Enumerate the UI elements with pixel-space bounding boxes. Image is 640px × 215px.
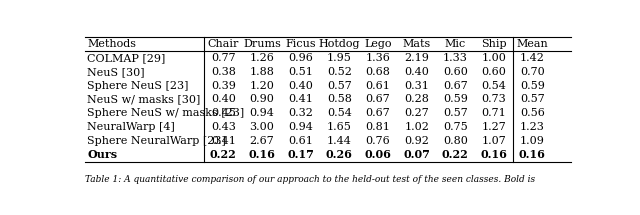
Text: 0.57: 0.57 [520,94,545,104]
Text: 2.19: 2.19 [404,53,429,63]
Text: 0.81: 0.81 [365,122,390,132]
Text: 0.96: 0.96 [288,53,313,63]
Text: 0.06: 0.06 [365,149,392,160]
Text: Sphere NeuS [23]: Sphere NeuS [23] [88,81,189,91]
Text: 0.32: 0.32 [288,108,313,118]
Text: 0.94: 0.94 [288,122,313,132]
Text: 0.67: 0.67 [365,94,390,104]
Text: 1.02: 1.02 [404,122,429,132]
Text: 1.27: 1.27 [481,122,506,132]
Text: Ficus: Ficus [285,39,316,49]
Text: 0.60: 0.60 [481,67,506,77]
Text: 0.22: 0.22 [210,149,237,160]
Text: 0.43: 0.43 [211,122,236,132]
Text: 1.36: 1.36 [365,53,390,63]
Text: 0.56: 0.56 [520,108,545,118]
Text: 1.26: 1.26 [250,53,275,63]
Text: 0.92: 0.92 [404,136,429,146]
Text: 1.42: 1.42 [520,53,545,63]
Text: 0.26: 0.26 [326,149,353,160]
Text: 0.39: 0.39 [211,81,236,91]
Text: 0.16: 0.16 [481,149,508,160]
Text: Drums: Drums [243,39,281,49]
Text: 0.77: 0.77 [211,53,236,63]
Text: 0.71: 0.71 [481,108,506,118]
Text: 0.90: 0.90 [250,94,275,104]
Text: 1.33: 1.33 [443,53,468,63]
Text: 0.51: 0.51 [288,67,313,77]
Text: Mats: Mats [403,39,431,49]
Text: 1.00: 1.00 [481,53,506,63]
Text: Sphere NeuS w/ masks [23]: Sphere NeuS w/ masks [23] [88,108,244,118]
Text: 0.59: 0.59 [520,81,545,91]
Text: 0.07: 0.07 [403,149,430,160]
Text: 0.40: 0.40 [288,81,313,91]
Text: Table 1: A quantitative comparison of our approach to the held-out test of the s: Table 1: A quantitative comparison of ou… [85,175,535,184]
Text: 0.70: 0.70 [520,67,545,77]
Text: 1.23: 1.23 [520,122,545,132]
Text: Ship: Ship [481,39,507,49]
Text: 0.76: 0.76 [365,136,390,146]
Text: 0.40: 0.40 [404,67,429,77]
Text: 0.27: 0.27 [404,108,429,118]
Text: 1.88: 1.88 [250,67,275,77]
Text: NeuralWarp [4]: NeuralWarp [4] [88,122,175,132]
Text: 0.61: 0.61 [288,136,313,146]
Text: 0.73: 0.73 [481,94,506,104]
Text: 0.22: 0.22 [442,149,468,160]
Text: 0.38: 0.38 [211,67,236,77]
Text: 0.94: 0.94 [250,108,275,118]
Text: NeuS w/ masks [30]: NeuS w/ masks [30] [88,94,201,104]
Text: 1.65: 1.65 [327,122,352,132]
Text: 0.68: 0.68 [365,67,390,77]
Text: COLMAP [29]: COLMAP [29] [88,53,166,63]
Text: Hotdog: Hotdog [319,39,360,49]
Text: 0.17: 0.17 [287,149,314,160]
Text: Mic: Mic [445,39,466,49]
Text: 0.16: 0.16 [248,149,275,160]
Text: 0.57: 0.57 [443,108,468,118]
Text: 1.07: 1.07 [481,136,506,146]
Text: 1.09: 1.09 [520,136,545,146]
Text: 0.54: 0.54 [327,108,352,118]
Text: Mean: Mean [516,39,548,49]
Text: 0.58: 0.58 [327,94,352,104]
Text: 0.67: 0.67 [365,108,390,118]
Text: 0.60: 0.60 [443,67,468,77]
Text: 0.41: 0.41 [211,136,236,146]
Text: Lego: Lego [364,39,392,49]
Text: 0.75: 0.75 [443,122,468,132]
Text: 0.61: 0.61 [365,81,390,91]
Text: Ours: Ours [88,149,118,160]
Text: 0.54: 0.54 [481,81,506,91]
Text: 0.16: 0.16 [519,149,546,160]
Text: 0.41: 0.41 [288,94,313,104]
Text: 1.20: 1.20 [250,81,275,91]
Text: 0.59: 0.59 [443,94,468,104]
Text: 0.40: 0.40 [211,94,236,104]
Text: Chair: Chair [208,39,239,49]
Text: 0.45: 0.45 [211,108,236,118]
Text: 0.67: 0.67 [443,81,468,91]
Text: NeuS [30]: NeuS [30] [88,67,145,77]
Text: 0.28: 0.28 [404,94,429,104]
Text: 0.80: 0.80 [443,136,468,146]
Text: Methods: Methods [88,39,136,49]
Text: 0.52: 0.52 [327,67,352,77]
Text: 1.44: 1.44 [327,136,352,146]
Text: 1.95: 1.95 [327,53,352,63]
Text: 0.31: 0.31 [404,81,429,91]
Text: 0.57: 0.57 [327,81,351,91]
Text: Sphere NeuralWarp [23]: Sphere NeuralWarp [23] [88,136,227,146]
Text: 2.67: 2.67 [250,136,275,146]
Text: 3.00: 3.00 [250,122,275,132]
